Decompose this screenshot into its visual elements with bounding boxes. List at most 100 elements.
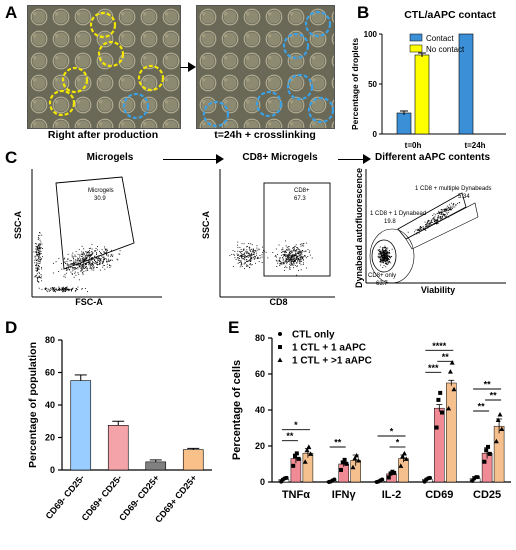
scatter-dot [89,257,91,259]
scatter-dot [291,260,292,262]
scatter-dot [294,245,296,247]
scatter-dot [90,254,92,256]
scatter-dot [234,251,236,252]
scatter-dot [439,213,440,215]
scatter-dot [294,259,296,261]
scatter-dot [383,257,384,259]
scatter-dot [283,263,285,264]
scatter-dot [74,262,76,264]
scatter-dot [97,260,98,262]
scatter-dot [39,232,40,233]
scatter-dot [294,259,296,260]
scatter-dot [433,213,435,215]
scatter-dot [110,265,112,267]
scatter-dot [81,263,83,265]
scatter-dot [107,260,109,262]
scatter-dot [96,266,98,268]
scatter-dot [96,263,98,265]
legend-item [278,345,282,349]
scatter-dot [231,254,233,255]
scatter-dot [267,257,269,259]
data-point [278,332,282,336]
scatter-dot [380,249,382,251]
scatter-dot [55,289,57,291]
scatter-dot [297,260,299,262]
scatter-dot [38,252,40,254]
scatter-dot [434,221,436,223]
scatter-dot [84,259,86,261]
scatter-dot [244,262,246,264]
scatter-dot [66,289,68,291]
scatter-dot [102,262,104,264]
significance-label: * [294,420,298,430]
scatter-dot [253,255,255,257]
scatter-dot [36,274,38,276]
scatter-dot [382,248,384,250]
scatter-dot [62,288,64,290]
scatter-dot [246,251,248,253]
scatter-dot [292,253,294,255]
scatter-dot [81,251,83,253]
scatter-dot [295,250,297,252]
scatter-dot [87,252,89,253]
data-point [293,454,297,459]
scatter-dot [44,288,46,290]
scatter-dot [382,253,384,255]
scatter-dot [64,261,66,263]
scatter-dot [91,264,92,266]
scatter-dot [76,264,78,266]
scatter-dot [291,256,293,258]
scatter-dot [301,249,303,251]
scatter-dot [300,245,302,247]
scatter-dot [385,262,387,264]
scatter-dot [37,246,38,248]
scatter-dot [299,254,301,256]
scatter-dot [308,251,310,253]
scatter-dot [301,253,303,255]
scatter-dot [302,264,304,265]
scatter-dot [302,258,304,260]
scatter-dot [279,259,281,261]
scatter-dot [108,260,110,262]
scatter-dot [241,256,243,258]
scatter-dot [47,291,49,293]
significance-label: *** [428,363,439,373]
y-tick-label: 100 [364,30,378,39]
scatter-dot [85,257,87,259]
scatter-dot [45,288,47,290]
scatter-dot [284,251,286,253]
scatter-dot [418,229,420,231]
scatter-dot [437,218,439,220]
scatter-dot [299,260,301,262]
scatter-dot [87,267,88,269]
scatter-dot [39,259,41,261]
scatter-dot [383,250,385,252]
bar [493,425,505,483]
scatter-dot [87,269,89,271]
scatter-dot [285,257,287,259]
scatter-dot [87,251,89,253]
scatter-dot [429,222,431,224]
scatter-dot [433,219,435,221]
scatter-dot [239,260,241,262]
scatter-dot [85,251,87,253]
scatter-dot [389,256,391,258]
scatter-dot [83,260,85,261]
scatter-dot [36,270,38,272]
scatter-dot [80,256,82,257]
scatter-dot [429,222,431,224]
scatter-dot [381,254,383,256]
scatter-dot [40,274,42,275]
scatter-dot [252,254,254,255]
scatter-dot [39,239,41,241]
scatter-dot [311,257,313,259]
data-point [355,458,361,463]
scatter-dot [256,245,258,247]
data-point [392,470,397,475]
scatter-dot [296,255,298,257]
scatter-dot [237,254,238,256]
scatter-dot [278,261,280,262]
scatter-dot [58,288,60,290]
scatter-dot [443,211,445,213]
scatter-dot [385,257,387,259]
